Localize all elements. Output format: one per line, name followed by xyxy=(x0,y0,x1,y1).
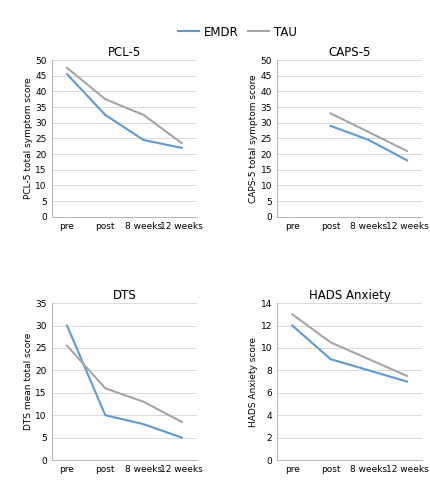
Y-axis label: DTS mean total score: DTS mean total score xyxy=(24,333,33,430)
Title: PCL-5: PCL-5 xyxy=(108,46,141,59)
Y-axis label: HADS Anxiety score: HADS Anxiety score xyxy=(248,336,257,426)
Legend: EMDR, TAU: EMDR, TAU xyxy=(172,21,301,44)
Title: DTS: DTS xyxy=(112,289,136,302)
Y-axis label: PCL-5 total symptom score: PCL-5 total symptom score xyxy=(24,78,33,199)
Y-axis label: CAPS-5 total symptom score: CAPS-5 total symptom score xyxy=(248,74,257,202)
Title: HADS Anxiety: HADS Anxiety xyxy=(308,289,390,302)
Title: CAPS-5: CAPS-5 xyxy=(328,46,370,59)
